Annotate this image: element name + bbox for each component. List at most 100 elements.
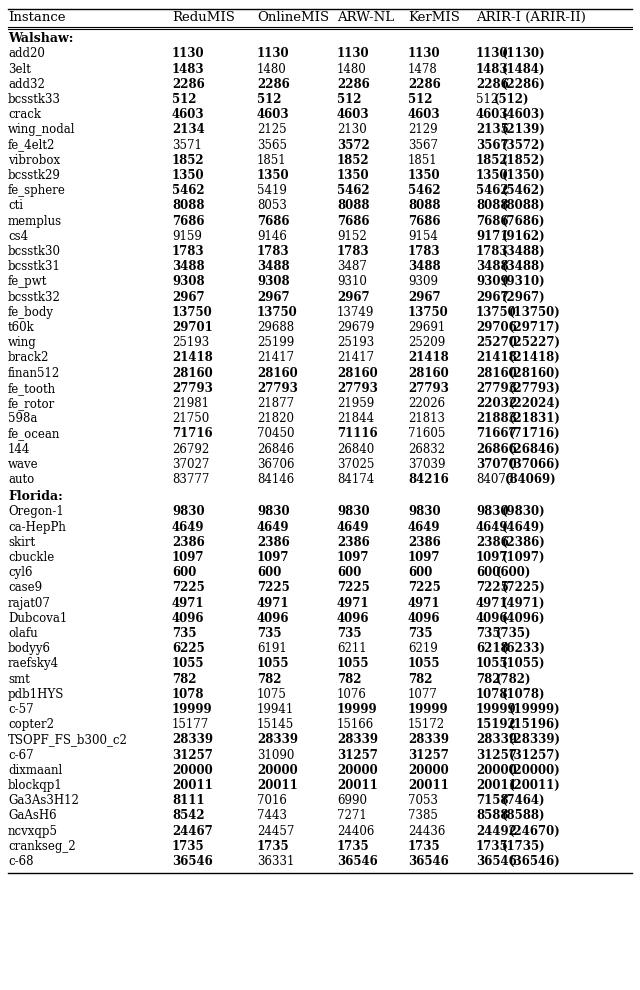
Text: 1735: 1735 bbox=[172, 840, 205, 852]
Text: 1055: 1055 bbox=[172, 657, 205, 670]
Text: (71716): (71716) bbox=[509, 428, 560, 441]
Text: wave: wave bbox=[8, 457, 38, 471]
Text: add20: add20 bbox=[8, 48, 45, 60]
Text: 1735: 1735 bbox=[476, 840, 509, 852]
Text: 7686: 7686 bbox=[337, 215, 369, 228]
Text: ncvxqp5: ncvxqp5 bbox=[8, 825, 58, 838]
Text: 7385: 7385 bbox=[408, 810, 438, 823]
Text: 36546: 36546 bbox=[408, 855, 449, 868]
Text: 24492: 24492 bbox=[476, 825, 517, 838]
Text: 6218: 6218 bbox=[476, 643, 509, 655]
Text: 1735: 1735 bbox=[408, 840, 440, 852]
Text: 24467: 24467 bbox=[172, 825, 212, 838]
Text: 19999: 19999 bbox=[172, 703, 212, 716]
Text: 1480: 1480 bbox=[257, 62, 287, 75]
Text: 1130: 1130 bbox=[337, 48, 370, 60]
Text: fe_tooth: fe_tooth bbox=[8, 382, 56, 395]
Text: (4971): (4971) bbox=[502, 597, 545, 610]
Text: bcsstk32: bcsstk32 bbox=[8, 291, 61, 304]
Text: 84174: 84174 bbox=[337, 473, 374, 486]
Text: 20011: 20011 bbox=[172, 779, 212, 792]
Text: (25227): (25227) bbox=[509, 337, 561, 349]
Text: (24670): (24670) bbox=[509, 825, 560, 838]
Text: 1055: 1055 bbox=[257, 657, 289, 670]
Text: 15192: 15192 bbox=[476, 718, 516, 732]
Text: 2286: 2286 bbox=[476, 78, 509, 91]
Text: 9308: 9308 bbox=[257, 275, 290, 288]
Text: 4096: 4096 bbox=[476, 612, 509, 625]
Text: (2386): (2386) bbox=[502, 536, 546, 548]
Text: 3567: 3567 bbox=[476, 139, 509, 151]
Text: crack: crack bbox=[8, 108, 41, 121]
Text: 20000: 20000 bbox=[172, 764, 212, 777]
Text: 36706: 36706 bbox=[257, 457, 294, 471]
Text: 15177: 15177 bbox=[172, 718, 209, 732]
Text: 20011: 20011 bbox=[408, 779, 449, 792]
Text: 7225: 7225 bbox=[337, 581, 370, 594]
Text: bcsstk31: bcsstk31 bbox=[8, 260, 61, 273]
Text: 7225: 7225 bbox=[257, 581, 290, 594]
Text: (36546): (36546) bbox=[509, 855, 560, 868]
Text: (8588): (8588) bbox=[502, 810, 545, 823]
Text: 512: 512 bbox=[257, 93, 282, 106]
Text: 31257: 31257 bbox=[408, 748, 449, 761]
Text: 1097: 1097 bbox=[172, 551, 205, 564]
Text: 7053: 7053 bbox=[408, 794, 438, 807]
Text: c-67: c-67 bbox=[8, 748, 34, 761]
Text: 735: 735 bbox=[257, 627, 282, 640]
Text: 1783: 1783 bbox=[172, 245, 205, 258]
Text: 7271: 7271 bbox=[337, 810, 367, 823]
Text: (3572): (3572) bbox=[502, 139, 546, 151]
Text: fe_body: fe_body bbox=[8, 306, 54, 319]
Text: 782: 782 bbox=[172, 672, 196, 686]
Text: 71667: 71667 bbox=[476, 428, 516, 441]
Text: 20000: 20000 bbox=[408, 764, 449, 777]
Text: 600: 600 bbox=[337, 566, 362, 579]
Text: crankseg_2: crankseg_2 bbox=[8, 840, 76, 852]
Text: Ga3As3H12: Ga3As3H12 bbox=[8, 794, 79, 807]
Text: 36546: 36546 bbox=[172, 855, 212, 868]
Text: (8088): (8088) bbox=[502, 199, 545, 213]
Text: 6990: 6990 bbox=[337, 794, 367, 807]
Text: 26846: 26846 bbox=[257, 443, 294, 455]
Text: 6191: 6191 bbox=[257, 643, 287, 655]
Text: 9152: 9152 bbox=[337, 230, 367, 243]
Text: (20011): (20011) bbox=[509, 779, 560, 792]
Text: 4096: 4096 bbox=[408, 612, 440, 625]
Text: 600: 600 bbox=[172, 566, 196, 579]
Text: 1350: 1350 bbox=[476, 169, 509, 182]
Text: 5462: 5462 bbox=[337, 184, 370, 197]
Text: 512: 512 bbox=[476, 93, 499, 106]
Text: bodyy6: bodyy6 bbox=[8, 643, 51, 655]
Text: 9830: 9830 bbox=[337, 506, 370, 519]
Text: 735: 735 bbox=[172, 627, 196, 640]
Text: 21981: 21981 bbox=[172, 397, 209, 410]
Text: 28160: 28160 bbox=[337, 366, 378, 379]
Text: 600: 600 bbox=[408, 566, 433, 579]
Text: 4603: 4603 bbox=[476, 108, 509, 121]
Text: 20011: 20011 bbox=[476, 779, 516, 792]
Text: 71116: 71116 bbox=[337, 428, 378, 441]
Text: 20011: 20011 bbox=[337, 779, 378, 792]
Text: vibrobox: vibrobox bbox=[8, 153, 60, 166]
Text: KerMIS: KerMIS bbox=[408, 11, 460, 24]
Text: 31257: 31257 bbox=[172, 748, 213, 761]
Text: (37066): (37066) bbox=[509, 457, 560, 471]
Text: 19999: 19999 bbox=[476, 703, 516, 716]
Text: 3488: 3488 bbox=[408, 260, 440, 273]
Text: auto: auto bbox=[8, 473, 35, 486]
Text: 28339: 28339 bbox=[476, 734, 517, 746]
Text: 1783: 1783 bbox=[337, 245, 370, 258]
Text: (2967): (2967) bbox=[502, 291, 546, 304]
Text: 29706: 29706 bbox=[476, 321, 516, 334]
Text: 9310: 9310 bbox=[337, 275, 367, 288]
Text: case9: case9 bbox=[8, 581, 42, 594]
Text: 36331: 36331 bbox=[257, 855, 294, 868]
Text: (21831): (21831) bbox=[509, 412, 561, 425]
Text: 27793: 27793 bbox=[172, 382, 213, 395]
Text: 4649: 4649 bbox=[337, 521, 369, 534]
Text: 9830: 9830 bbox=[476, 506, 509, 519]
Text: 6219: 6219 bbox=[408, 643, 438, 655]
Text: 6225: 6225 bbox=[172, 643, 205, 655]
Text: 8542: 8542 bbox=[172, 810, 205, 823]
